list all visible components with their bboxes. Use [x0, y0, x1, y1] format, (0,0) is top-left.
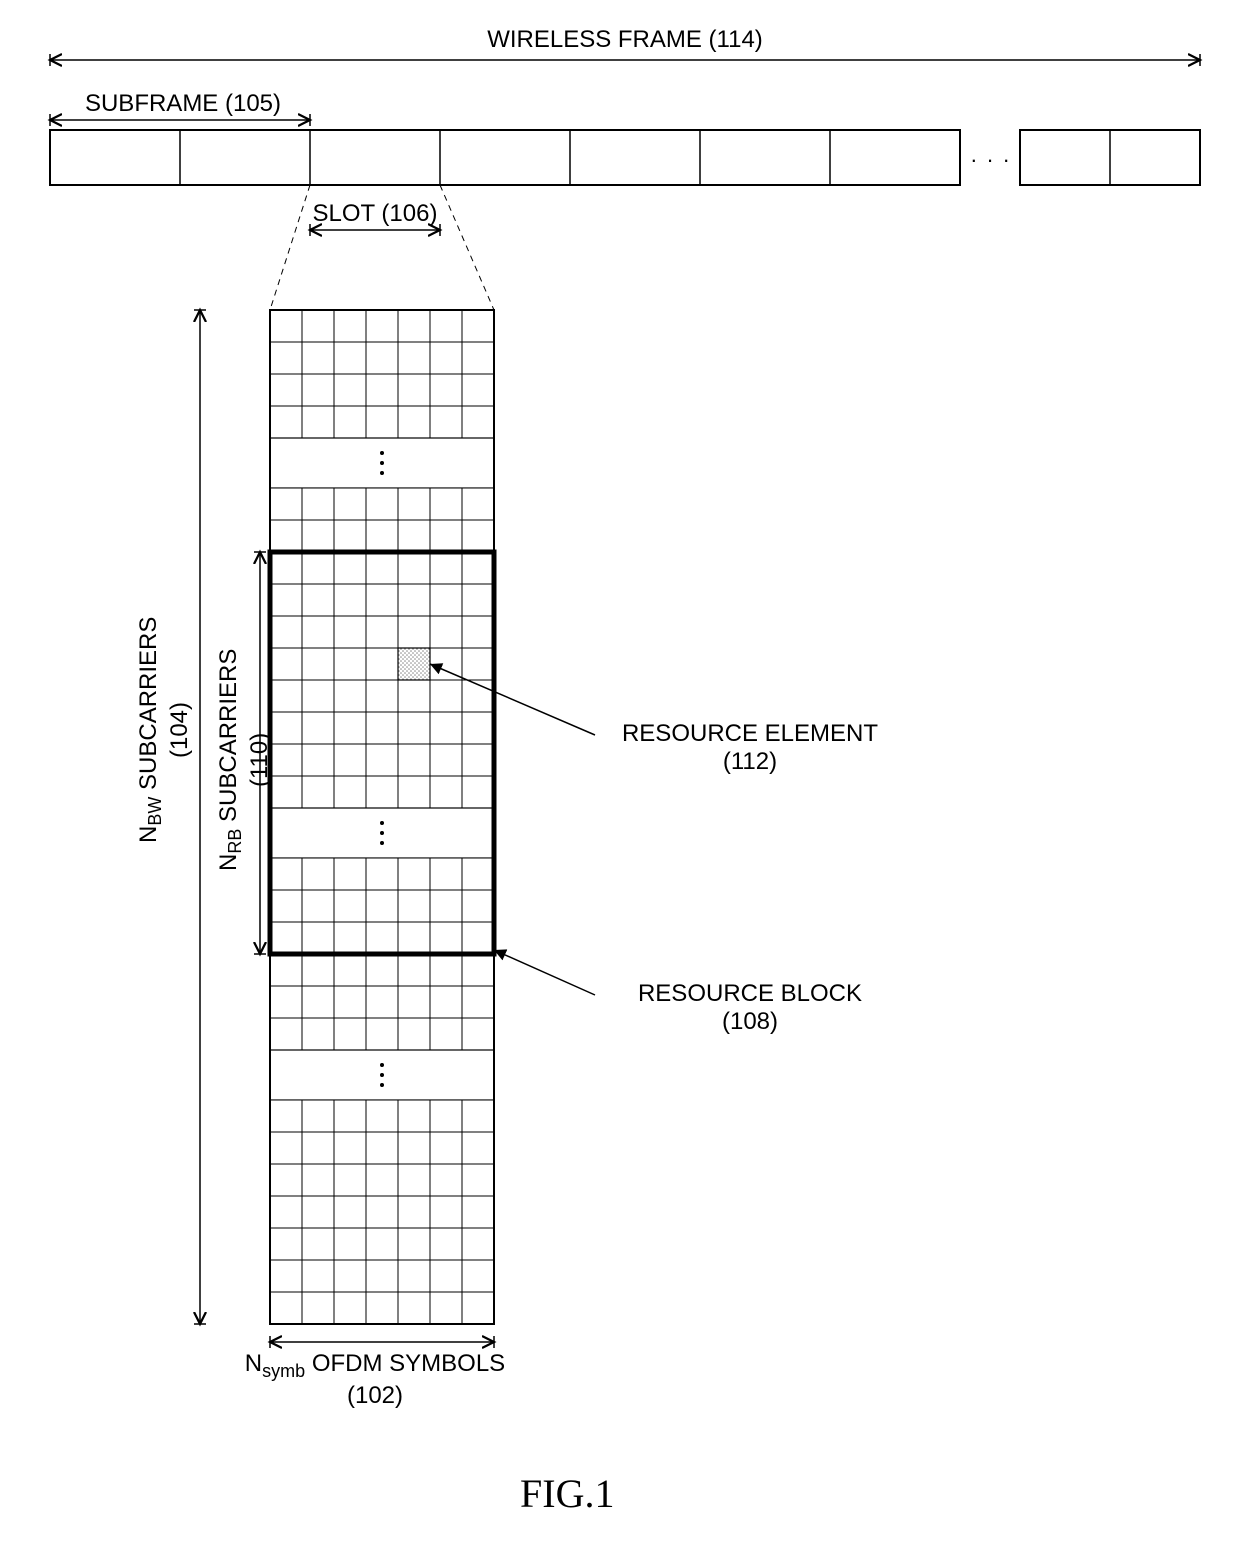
figure-title: FIG.1 [520, 1470, 614, 1517]
diagram-svg [20, 20, 1220, 1440]
figure-container: WIRELESS FRAME (114) SUBFRAME (105) SLOT… [20, 20, 1220, 1530]
